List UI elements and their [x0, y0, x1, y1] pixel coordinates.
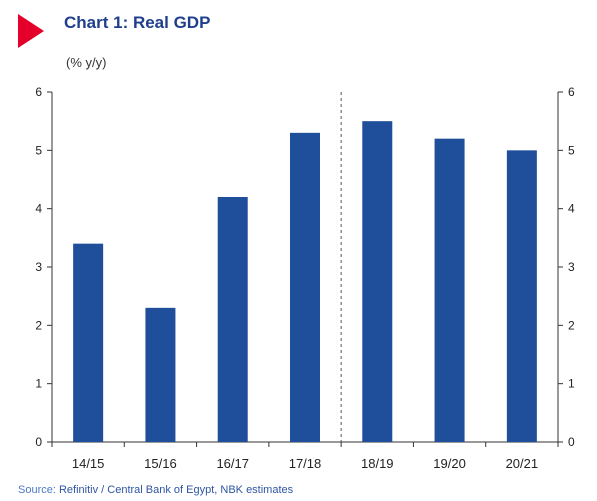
bar [434, 138, 465, 442]
bar [506, 150, 537, 443]
x-tick-label: 15/16 [144, 456, 177, 471]
y-tick-label-left: 1 [35, 377, 42, 391]
y-tick-label-left: 3 [35, 260, 42, 274]
y-tick-label-right: 6 [568, 85, 575, 99]
bar [73, 243, 104, 442]
y-tick-label-left: 2 [35, 318, 42, 332]
y-tick-label-left: 6 [35, 85, 42, 99]
bar-chart: 0 0 1 1 2 2 3 3 4 4 5 5 6 6 14/15 15/16 16/17 17/18 18/19 1… [35, 85, 575, 471]
y-tick-label-right: 5 [568, 143, 575, 157]
y-tick-label-right: 0 [568, 435, 575, 449]
bar [145, 307, 176, 442]
source-note: Source: Refinitiv / Central Bank of Egyp… [18, 484, 293, 496]
y-tick-label-left: 5 [35, 143, 42, 157]
y-tick-label-left: 4 [35, 202, 42, 216]
y-tick-label-right: 2 [568, 318, 575, 332]
x-tick-label: 20/21 [506, 456, 539, 471]
source-text: Refinitiv / Central Bank of Egypt, NBK e… [58, 484, 294, 496]
y-tick-label-right: 1 [568, 377, 575, 391]
chart-unit-label: (% y/y) [66, 55, 107, 70]
x-tick-label: 18/19 [361, 456, 394, 471]
x-tick-label: 16/17 [216, 456, 249, 471]
y-tick-label-right: 3 [568, 260, 575, 274]
chart-title: Chart 1: Real GDP [64, 13, 211, 32]
bar [217, 197, 248, 442]
y-tick-label-left: 0 [35, 435, 42, 449]
bar [362, 121, 393, 443]
x-tick-label: 14/15 [72, 456, 105, 471]
x-tick-label: 17/18 [289, 456, 322, 471]
y-tick-label-right: 4 [568, 202, 575, 216]
title-marker-icon [18, 14, 44, 48]
x-tick-label: 19/20 [433, 456, 466, 471]
source-label: Source: [18, 484, 56, 496]
bar [290, 132, 320, 443]
